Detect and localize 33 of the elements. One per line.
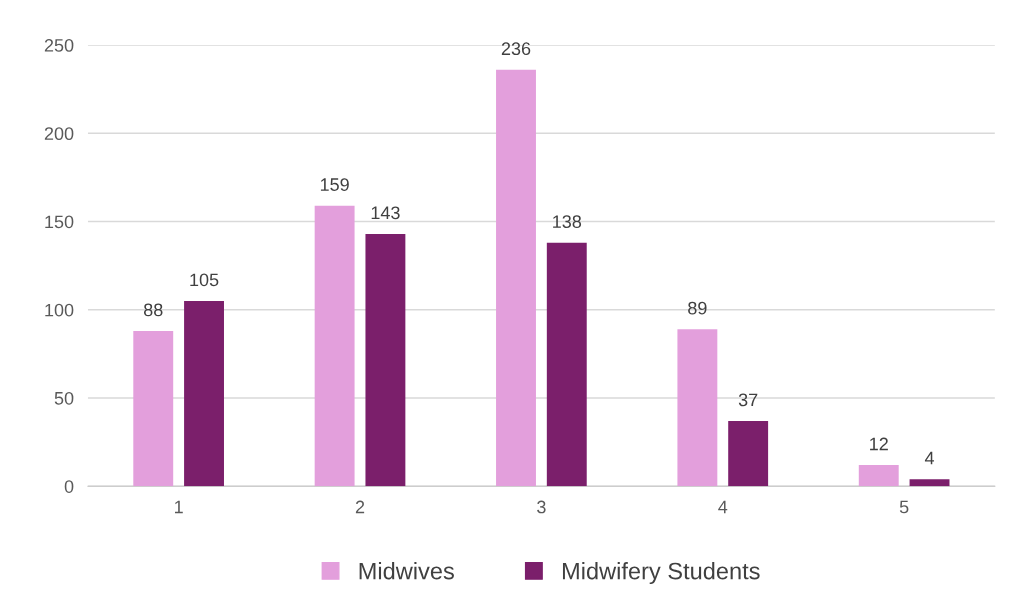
y-tick-label: 0 bbox=[64, 480, 74, 493]
bar bbox=[365, 233, 406, 487]
data-label: 4 bbox=[924, 451, 935, 465]
data-label: 37 bbox=[738, 393, 758, 407]
y-tick-label: 100 bbox=[45, 303, 74, 317]
x-tick-label: 2 bbox=[355, 500, 365, 514]
data-label: 88 bbox=[144, 303, 163, 317]
y-tick-label: 50 bbox=[54, 391, 74, 405]
x-tick-label: 1 bbox=[175, 500, 183, 514]
data-label: 12 bbox=[870, 437, 888, 451]
data-label: 138 bbox=[553, 215, 582, 229]
x-tick-label: 5 bbox=[899, 500, 909, 514]
legend-label: Midwifery Students bbox=[562, 562, 760, 585]
bar bbox=[728, 420, 769, 487]
data-label: 105 bbox=[190, 273, 219, 287]
bar bbox=[184, 300, 224, 487]
legend-label: Midwives bbox=[359, 562, 454, 580]
data-label: 236 bbox=[501, 42, 531, 56]
bar bbox=[909, 479, 950, 487]
bar bbox=[546, 242, 587, 487]
data-label: 143 bbox=[371, 206, 400, 220]
bar bbox=[858, 465, 899, 487]
bar bbox=[677, 329, 718, 487]
data-label: 89 bbox=[688, 301, 707, 315]
bar bbox=[133, 330, 174, 487]
x-tick-label: 3 bbox=[537, 500, 546, 514]
y-tick-label: 150 bbox=[45, 215, 74, 229]
y-tick-label: 250 bbox=[44, 39, 74, 52]
y-tick-label: 200 bbox=[44, 127, 74, 141]
data-label: 159 bbox=[320, 178, 349, 191]
x-tick-label: 4 bbox=[718, 500, 728, 514]
bar bbox=[314, 205, 355, 487]
bar bbox=[496, 69, 536, 487]
